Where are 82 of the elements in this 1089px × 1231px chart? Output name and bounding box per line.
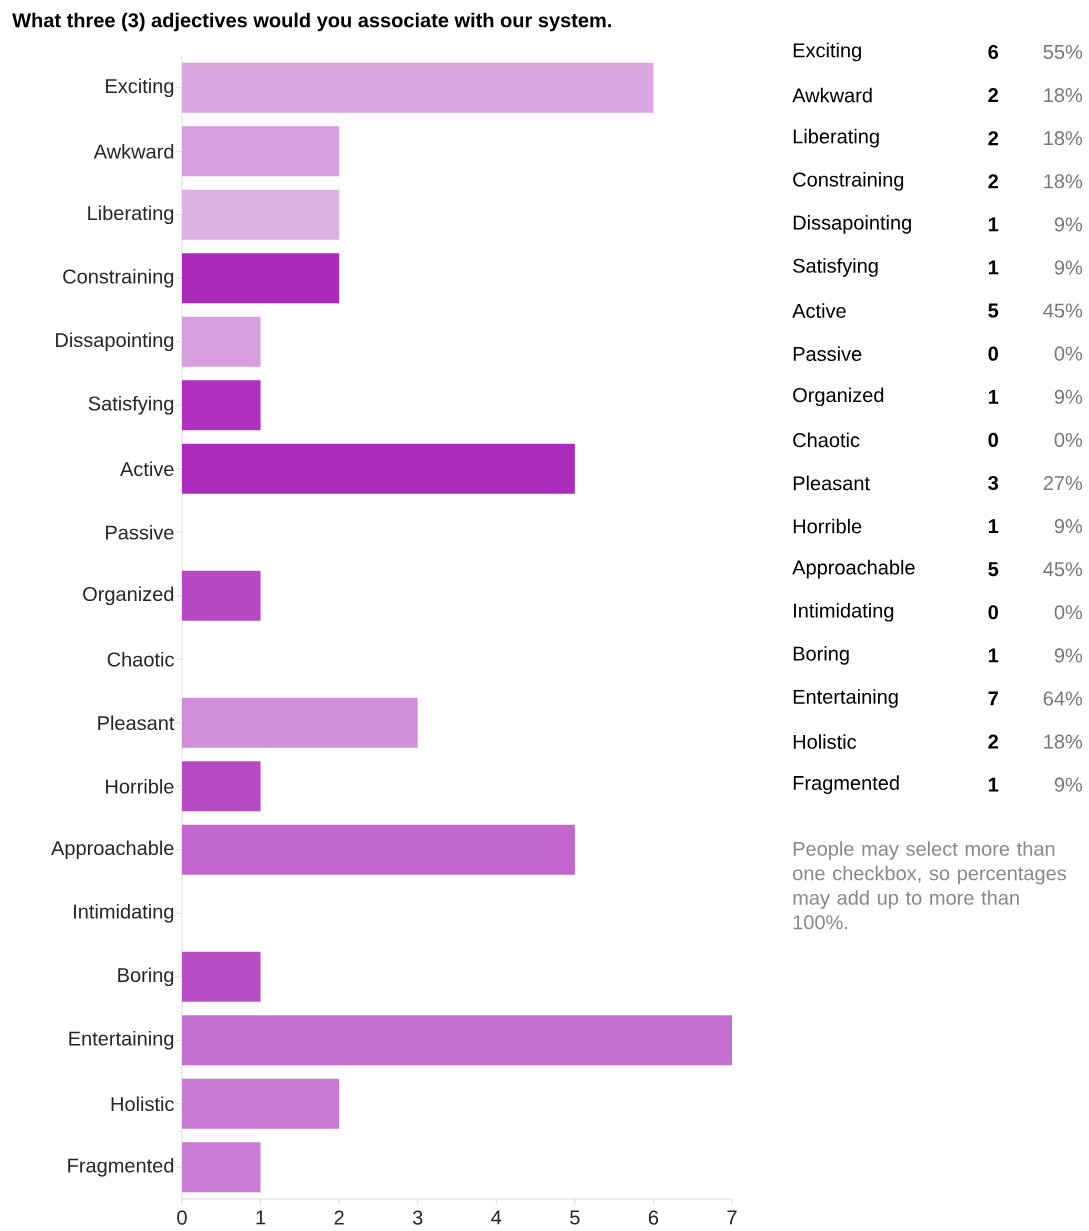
text: 0 (988, 346, 998, 361)
text: 0% (1054, 346, 1083, 361)
text: 2 (988, 734, 998, 749)
text: 6 (988, 44, 999, 60)
text: 18% (1044, 174, 1083, 189)
category-label: Passive (793, 346, 862, 362)
category-label: Entertaining (793, 689, 898, 708)
y-tick-label: Holistic (111, 1096, 174, 1112)
text: 9% (1054, 260, 1083, 275)
text: 9% (1054, 217, 1083, 232)
x-tick-label: 6 (648, 1210, 659, 1225)
text: 1 (988, 519, 999, 533)
text: People may select more than one checkbox, so percentages may add up to more than 100%. (793, 841, 1067, 930)
text: 9% (1054, 648, 1083, 663)
text: 27% (1043, 475, 1083, 491)
text: 3 (988, 475, 999, 491)
text: 9% (1054, 777, 1083, 792)
x-tick-label: 3 (412, 1210, 423, 1225)
text: 1 (988, 777, 999, 792)
text: 0% (1054, 605, 1083, 620)
category-label: Holistic (793, 734, 857, 749)
category-label: Intimidating (794, 602, 894, 622)
y-tick-label: Approachable (51, 840, 174, 860)
category-label: Constraining (793, 171, 904, 191)
text: 1 (988, 648, 999, 663)
y-tick-label: Pleasant (98, 715, 175, 731)
text: 2 (988, 131, 998, 146)
category-label: Active (792, 303, 846, 318)
x-tick-label: 0 (177, 1210, 187, 1225)
category-label: Awkward (792, 87, 872, 103)
category-label: Dissapointing (793, 215, 911, 234)
text: 0% (1054, 432, 1083, 447)
category-label: Organized (793, 387, 884, 407)
y-tick-label: Awkward (93, 143, 174, 159)
text: 0 (988, 432, 998, 447)
text: 18% (1044, 734, 1083, 749)
text: 1 (988, 217, 999, 232)
x-tick-label: 4 (491, 1210, 502, 1225)
text: 64% (1043, 691, 1083, 706)
text: 18% (1044, 88, 1083, 103)
y-tick-label: Horrible (106, 778, 174, 794)
category-label: Boring (793, 646, 849, 665)
category-label: Pleasant (793, 475, 870, 491)
x-tick-label: 2 (334, 1210, 344, 1225)
x-tick-label: 7 (727, 1210, 737, 1225)
y-tick-label: Intimidating (74, 903, 174, 923)
x-tick-label: 5 (570, 1210, 580, 1225)
text: 45% (1043, 303, 1083, 318)
category-label: Exciting (793, 42, 861, 62)
y-tick-label: Chaotic (107, 651, 174, 667)
x-tick-label: 1 (256, 1210, 266, 1225)
category-label: Horrible (793, 518, 862, 534)
y-tick-label: Boring (118, 967, 174, 987)
text: 2 (988, 174, 998, 189)
category-label: Satisfying (793, 258, 878, 277)
y-tick-label: Exciting (106, 78, 174, 98)
y-tick-label: Dissapointing (56, 332, 174, 352)
y-tick-label: Entertaining (69, 1030, 174, 1050)
text: 18% (1044, 131, 1083, 146)
y-tick-label: Satisfying (88, 395, 174, 415)
category-label: Fragmented (793, 775, 899, 795)
category-label: Liberating (793, 128, 879, 148)
text: 9% (1054, 389, 1083, 404)
text: 55% (1043, 44, 1083, 60)
text: 5 (988, 303, 999, 318)
text: 0 (988, 605, 998, 620)
text: 7 (988, 691, 998, 706)
y-tick-label: Liberating (88, 205, 174, 225)
text: 45% (1043, 562, 1083, 577)
y-tick-label: Fragmented (68, 1157, 174, 1177)
text: 9% (1054, 519, 1083, 534)
text: 5 (988, 562, 999, 577)
text: 1 (988, 260, 999, 275)
y-tick-label: Passive (106, 524, 174, 540)
y-tick-label: Organized (83, 586, 174, 606)
y-tick-label: Constraining (63, 268, 174, 288)
text: 1 (988, 389, 999, 404)
text: 2 (988, 88, 998, 103)
category-label: Approachable (792, 559, 915, 579)
y-tick-label: Active (120, 461, 174, 477)
chart-title: What three (3) adjectives would you associate with our system. (12, 12, 611, 32)
category-label: Chaotic (793, 432, 860, 448)
